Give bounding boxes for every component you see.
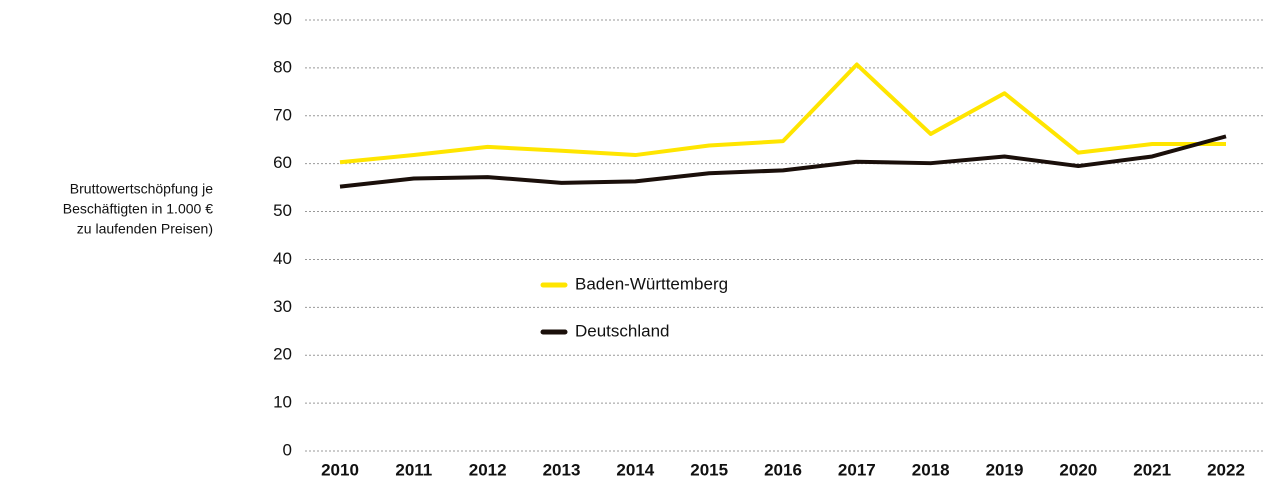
y-tick-label: 70 [273, 105, 292, 124]
y-tick-label: 0 [283, 440, 292, 459]
x-tick-label: 2019 [986, 460, 1024, 479]
y-axis-label: zu laufenden Preisen) [77, 221, 213, 237]
y-tick-label: 60 [273, 153, 292, 172]
y-tick-label: 30 [273, 297, 292, 316]
x-tick-label: 2013 [543, 460, 581, 479]
y-tick-label: 10 [273, 393, 292, 412]
legend-label: Baden-Württemberg [575, 274, 728, 293]
x-tick-label: 2018 [912, 460, 950, 479]
line-series [339, 62, 1226, 165]
x-tick-label: 2022 [1207, 460, 1245, 479]
y-tick-label: 40 [273, 249, 292, 268]
y-tick-label: 20 [273, 345, 292, 364]
x-tick-label: 2012 [469, 460, 507, 479]
line-series [339, 134, 1227, 189]
x-tick-label: 2016 [764, 460, 802, 479]
y-axis-label: Bruttowertschöpfung je [70, 181, 213, 197]
y-tick-label: 50 [273, 201, 292, 220]
legend-label: Deutschland [575, 321, 670, 340]
y-axis-label: Beschäftigten in 1.000 € [63, 201, 213, 217]
x-tick-label: 2017 [838, 460, 876, 479]
y-tick-label: 80 [273, 57, 292, 76]
x-tick-label: 2021 [1133, 460, 1171, 479]
y-tick-label: 90 [273, 9, 292, 28]
x-tick-label: 2020 [1059, 460, 1097, 479]
x-tick-label: 2011 [395, 460, 432, 479]
x-tick-label: 2010 [321, 460, 359, 479]
x-tick-label: 2015 [690, 460, 728, 479]
x-tick-label: 2014 [616, 460, 654, 479]
